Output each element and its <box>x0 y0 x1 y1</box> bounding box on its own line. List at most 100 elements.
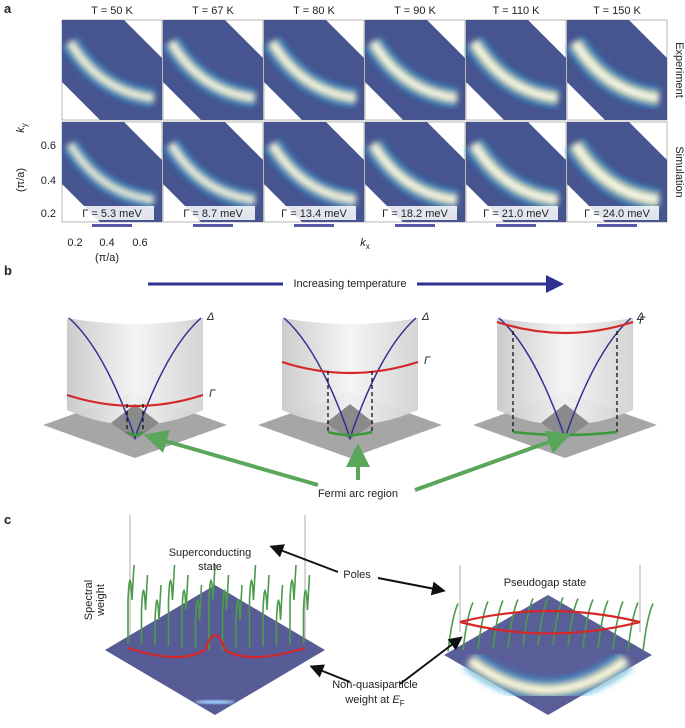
state-label: Pseudogap state <box>504 577 587 589</box>
spectral-diagrams <box>105 515 654 715</box>
arc <box>327 430 373 437</box>
sc-plane <box>105 585 325 715</box>
pole-line <box>582 599 594 648</box>
band <box>565 138 661 211</box>
band <box>62 139 156 209</box>
x-tick-label: 0.4 <box>99 237 114 249</box>
gamma-label: Γ = 5.3 meV <box>82 208 142 220</box>
scale-bar <box>193 224 233 227</box>
pole-line <box>552 597 564 646</box>
pole-line <box>537 597 549 646</box>
row-label: Simulation <box>673 146 685 197</box>
x-axis-title: kx <box>360 237 370 251</box>
gamma-label: Γ <box>639 315 646 327</box>
pg-red <box>459 609 641 635</box>
row-label: Experiment <box>673 42 685 98</box>
pole-line <box>181 574 189 648</box>
gap-curve <box>283 317 417 441</box>
temperature-label: T = 150 K <box>593 5 641 17</box>
band <box>565 36 661 109</box>
gap-curve <box>68 317 202 441</box>
cylinder <box>67 318 203 425</box>
nqp-label: Non-quasiparticle <box>332 679 418 691</box>
y-tick-label: 0.2 <box>41 208 56 220</box>
arrow <box>143 429 319 487</box>
scale-bar <box>496 224 536 227</box>
band-core <box>572 40 660 101</box>
gamma-bg <box>575 206 659 220</box>
pole-line <box>208 564 216 650</box>
pole-line <box>221 574 230 650</box>
y-tick-label: 0.6 <box>41 140 56 152</box>
scale-bar <box>597 224 637 227</box>
temperature-label: T = 110 K <box>493 5 541 17</box>
gamma-label: Γ = 18.2 meV <box>382 208 448 220</box>
y-axis-title: ky <box>15 123 29 133</box>
text: weight at <box>344 694 392 706</box>
symbol: k <box>15 127 27 133</box>
pole-line <box>262 574 270 647</box>
pole-line <box>522 598 534 647</box>
pg-band <box>463 651 633 701</box>
temperature-label: T = 90 K <box>394 5 436 17</box>
band <box>364 36 459 108</box>
pole-line <box>127 564 135 644</box>
y-axis-unit: (π/a) <box>15 168 27 192</box>
state-label: Superconducting <box>169 547 252 559</box>
scale-bar <box>395 224 435 227</box>
symbol: E <box>392 694 400 706</box>
pole-line <box>275 584 284 646</box>
gamma-label: Γ = 24.0 meV <box>584 208 650 220</box>
arrow <box>309 664 351 683</box>
band-core <box>270 40 357 100</box>
gamma-label: Γ = 13.4 meV <box>281 208 347 220</box>
temperature-label: T = 67 K <box>192 5 234 17</box>
band-core <box>371 40 458 101</box>
gamma-label: Γ <box>424 355 431 367</box>
delta-label: Δ <box>421 311 429 323</box>
pole-line <box>642 603 654 652</box>
band-core <box>371 142 458 203</box>
band-core <box>472 40 559 101</box>
pole-line <box>597 600 609 649</box>
gamma-label: Γ <box>209 388 216 400</box>
band <box>465 138 560 211</box>
panel-label: c <box>4 512 11 527</box>
pole-line <box>627 602 639 651</box>
floor-top <box>326 404 374 440</box>
gamma-curve <box>66 393 204 408</box>
arrow <box>399 636 463 685</box>
axis-label: Spectral <box>83 580 95 620</box>
x-tick-label: 0.2 <box>67 237 82 249</box>
pole-line <box>167 564 176 647</box>
label-bg <box>283 274 417 292</box>
gamma-bg <box>272 206 356 220</box>
gamma-bg <box>171 206 255 220</box>
band <box>163 139 257 209</box>
gamma-bg <box>474 206 558 220</box>
subscript: y <box>20 123 29 127</box>
arrow <box>269 544 339 573</box>
sc-spot <box>195 700 235 704</box>
subscript: x <box>366 242 370 251</box>
gamma-bg <box>70 206 154 220</box>
cylinder <box>497 318 633 425</box>
arrow <box>414 430 572 492</box>
gamma-label: Γ = 21.0 meV <box>483 208 549 220</box>
fermi-arrows <box>143 429 572 492</box>
delta-label: Δ <box>206 311 214 323</box>
temperature-label: T = 80 K <box>293 5 335 17</box>
state-label: state <box>198 561 222 573</box>
y-tick-label: 0.4 <box>41 175 56 187</box>
band <box>364 138 459 210</box>
band-core <box>68 41 155 100</box>
band-core <box>169 143 256 202</box>
delta-label: Δ <box>636 311 644 323</box>
arrow-text: Increasing temperature <box>293 278 406 290</box>
panel-label: a <box>4 1 12 16</box>
poles-label: Poles <box>343 569 371 581</box>
band-core <box>572 142 660 203</box>
band-core <box>169 41 256 100</box>
